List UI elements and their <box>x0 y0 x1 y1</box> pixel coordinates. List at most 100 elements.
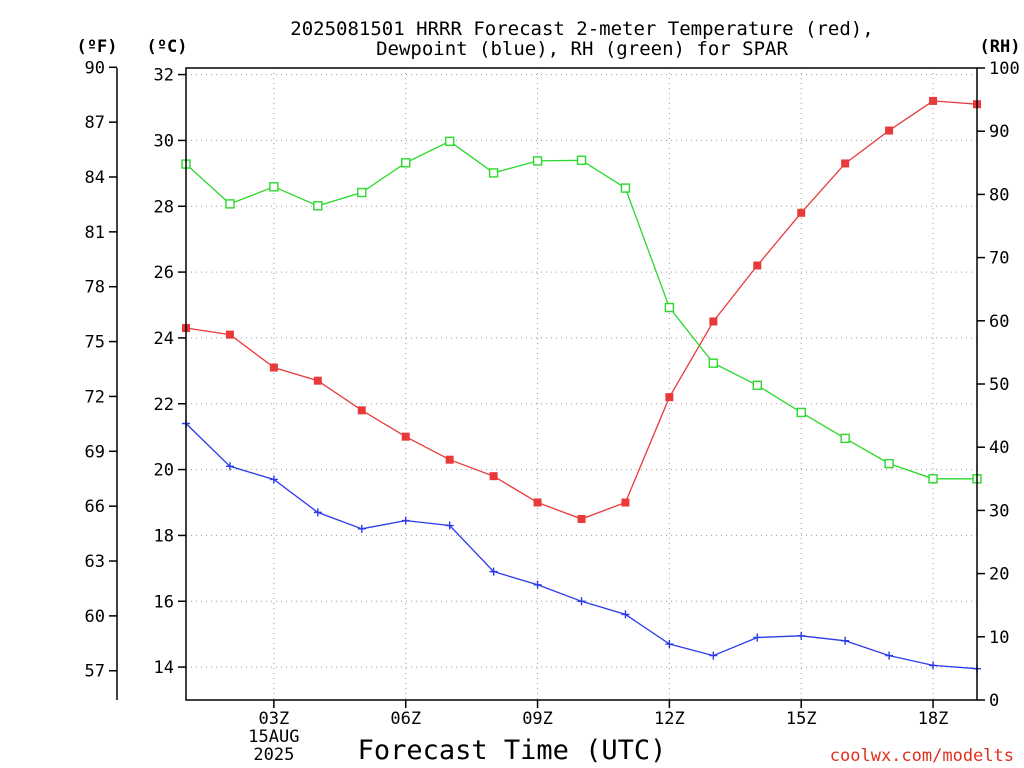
dewpoint-data-point <box>577 597 586 606</box>
grid-layer <box>186 68 977 700</box>
dewpoint-data-point <box>929 661 938 670</box>
dewpoint-data-point <box>533 580 542 589</box>
x-tick-label: 12Z <box>654 709 685 729</box>
rh-tick-label: 10 <box>989 628 1009 648</box>
rh-tick-label: 100 <box>989 59 1020 79</box>
fahrenheit-tick-label: 84 <box>85 168 105 188</box>
dewpoint-data-point <box>885 651 894 660</box>
rh-data-point <box>488 168 499 178</box>
rh-tick-label: 0 <box>989 691 999 711</box>
dewpoint-data-point <box>665 640 674 649</box>
temperature-data-point <box>753 261 762 270</box>
temperature-data-point <box>797 208 806 217</box>
temperature-data-point <box>269 363 278 372</box>
rh-data-point <box>444 136 455 147</box>
rh-data-point <box>576 155 587 165</box>
temperature-data-point <box>841 159 850 168</box>
rh-data-point <box>357 187 367 198</box>
dewpoint-data-point <box>225 462 234 471</box>
celsius-tick-label: 32 <box>154 66 174 86</box>
rh-data-point <box>401 158 411 168</box>
celsius-tick-label: 22 <box>154 395 174 415</box>
celsius-tick-label: 20 <box>154 461 174 481</box>
rh-tick-label: 90 <box>989 122 1009 142</box>
x-axis-title: Forecast Time (UTC) <box>358 735 667 766</box>
temperature-data-point <box>621 498 630 507</box>
dewpoint-data-point <box>445 521 454 530</box>
temperature-data-point <box>929 96 938 105</box>
x-date-label: 2025 <box>253 745 294 765</box>
dewpoint-data-point <box>269 475 278 484</box>
axis-layer: 14 16 18 20 22 24 26 28 30 32 57 60 63 66 69 72 75 78 81 84… <box>85 58 1020 765</box>
rh-data-point <box>928 474 938 484</box>
celsius-tick-label: 28 <box>154 197 174 217</box>
rh-data-point <box>313 201 323 211</box>
dewpoint-data-point <box>841 636 850 645</box>
temperature-data-point <box>577 514 586 523</box>
rh-tick-label: 40 <box>989 438 1009 458</box>
celsius-tick-label: 30 <box>154 131 174 151</box>
fahrenheit-tick-label: 57 <box>85 662 105 682</box>
rh-data-point <box>708 358 719 368</box>
rh-tick-label: 30 <box>989 501 1009 521</box>
x-tick-label: 15Z <box>786 709 817 729</box>
rh-data-point <box>664 302 675 313</box>
rh-data-point <box>752 380 762 390</box>
dewpoint-series-line <box>185 423 978 670</box>
dewpoint-data-point <box>489 567 498 576</box>
rh-series-line <box>185 140 977 480</box>
rh-unit-label: (RH) <box>980 37 1021 57</box>
rh-tick-label: 80 <box>989 185 1009 205</box>
fahrenheit-tick-label: 63 <box>85 552 105 572</box>
dewpoint-data-point <box>753 633 762 642</box>
rh-data-point <box>884 458 894 469</box>
chart-title-line1: 2025081501 HRRR Forecast 2-meter Tempera… <box>290 18 873 40</box>
series-layer <box>181 96 982 673</box>
fahrenheit-tick-label: 60 <box>85 607 105 627</box>
temperature-data-point <box>665 393 674 402</box>
temperature-data-point <box>533 498 542 507</box>
temperature-data-point <box>445 455 454 464</box>
x-date-label: 15AUG <box>248 727 299 747</box>
rh-tick-label: 50 <box>989 375 1009 395</box>
dewpoint-data-point <box>797 631 806 640</box>
rh-data-point <box>796 407 806 418</box>
rh-data-point <box>532 156 543 166</box>
fahrenheit-tick-label: 81 <box>85 223 105 243</box>
dewpoint-data-point <box>357 524 366 533</box>
dewpoint-data-point <box>621 610 630 619</box>
fahrenheit-tick-label: 69 <box>85 442 105 462</box>
temperature-data-point <box>401 432 410 441</box>
celsius-tick-label: 16 <box>154 592 174 612</box>
rh-data-point <box>620 183 631 193</box>
fahrenheit-tick-label: 90 <box>85 58 105 78</box>
rh-data-point <box>225 199 235 209</box>
fahrenheit-tick-label: 72 <box>85 387 105 407</box>
fahrenheit-tick-label: 66 <box>85 497 105 517</box>
fahrenheit-unit-label: (ºF) <box>77 37 118 57</box>
celsius-tick-label: 26 <box>154 263 174 283</box>
fahrenheit-tick-label: 75 <box>85 333 105 353</box>
chart-title-line2: Dewpoint (blue), RH (green) for SPAR <box>376 38 788 60</box>
x-tick-label: 09Z <box>522 709 553 729</box>
fahrenheit-tick-label: 78 <box>85 278 105 298</box>
dewpoint-data-point <box>313 508 322 517</box>
temperature-data-point <box>225 330 234 339</box>
dewpoint-data-point <box>709 651 718 660</box>
dewpoint-data-point <box>401 516 410 525</box>
x-tick-label: 18Z <box>918 709 949 729</box>
celsius-unit-label: (ºC) <box>147 37 188 57</box>
rh-data-point <box>840 433 850 444</box>
temperature-data-point <box>489 472 498 481</box>
celsius-tick-label: 18 <box>154 526 174 546</box>
celsius-tick-label: 24 <box>154 329 174 349</box>
temperature-data-point <box>313 376 322 385</box>
rh-tick-label: 70 <box>989 249 1009 269</box>
credit-link[interactable]: coolwx.com/modelts <box>830 746 1014 766</box>
temperature-data-point <box>885 126 894 135</box>
rh-tick-label: 20 <box>989 565 1009 585</box>
x-tick-label: 03Z <box>259 709 290 729</box>
celsius-tick-label: 14 <box>154 658 174 678</box>
rh-tick-label: 60 <box>989 312 1009 332</box>
